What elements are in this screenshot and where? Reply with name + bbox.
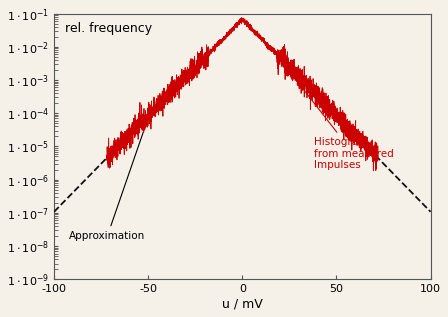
Text: Approximation: Approximation <box>69 122 147 241</box>
Text: rel. frequency: rel. frequency <box>65 22 152 35</box>
Text: Histogram
from measured
Impulses: Histogram from measured Impulses <box>282 62 394 171</box>
X-axis label: u / mV: u / mV <box>222 297 263 310</box>
